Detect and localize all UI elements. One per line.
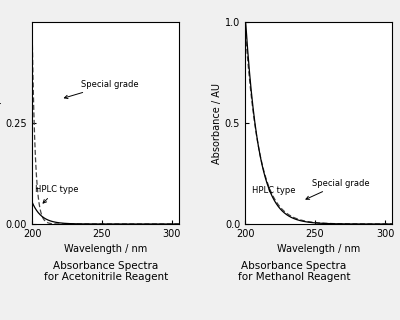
X-axis label: Wavelength / nm: Wavelength / nm — [64, 244, 147, 254]
Y-axis label: Absorbance / AU: Absorbance / AU — [212, 83, 222, 164]
Text: Special grade: Special grade — [306, 179, 370, 199]
Text: HPLC type: HPLC type — [252, 186, 296, 195]
Text: Absorbance Spectra
for Methanol Reagent: Absorbance Spectra for Methanol Reagent — [238, 261, 350, 282]
Text: HPLC type: HPLC type — [35, 185, 78, 203]
X-axis label: Wavelength / nm: Wavelength / nm — [277, 244, 360, 254]
Y-axis label: Absorbance / AU: Absorbance / AU — [0, 83, 3, 164]
Text: Special grade: Special grade — [64, 80, 139, 99]
Text: Absorbance Spectra
for Acetonitrile Reagent: Absorbance Spectra for Acetonitrile Reag… — [44, 261, 168, 282]
